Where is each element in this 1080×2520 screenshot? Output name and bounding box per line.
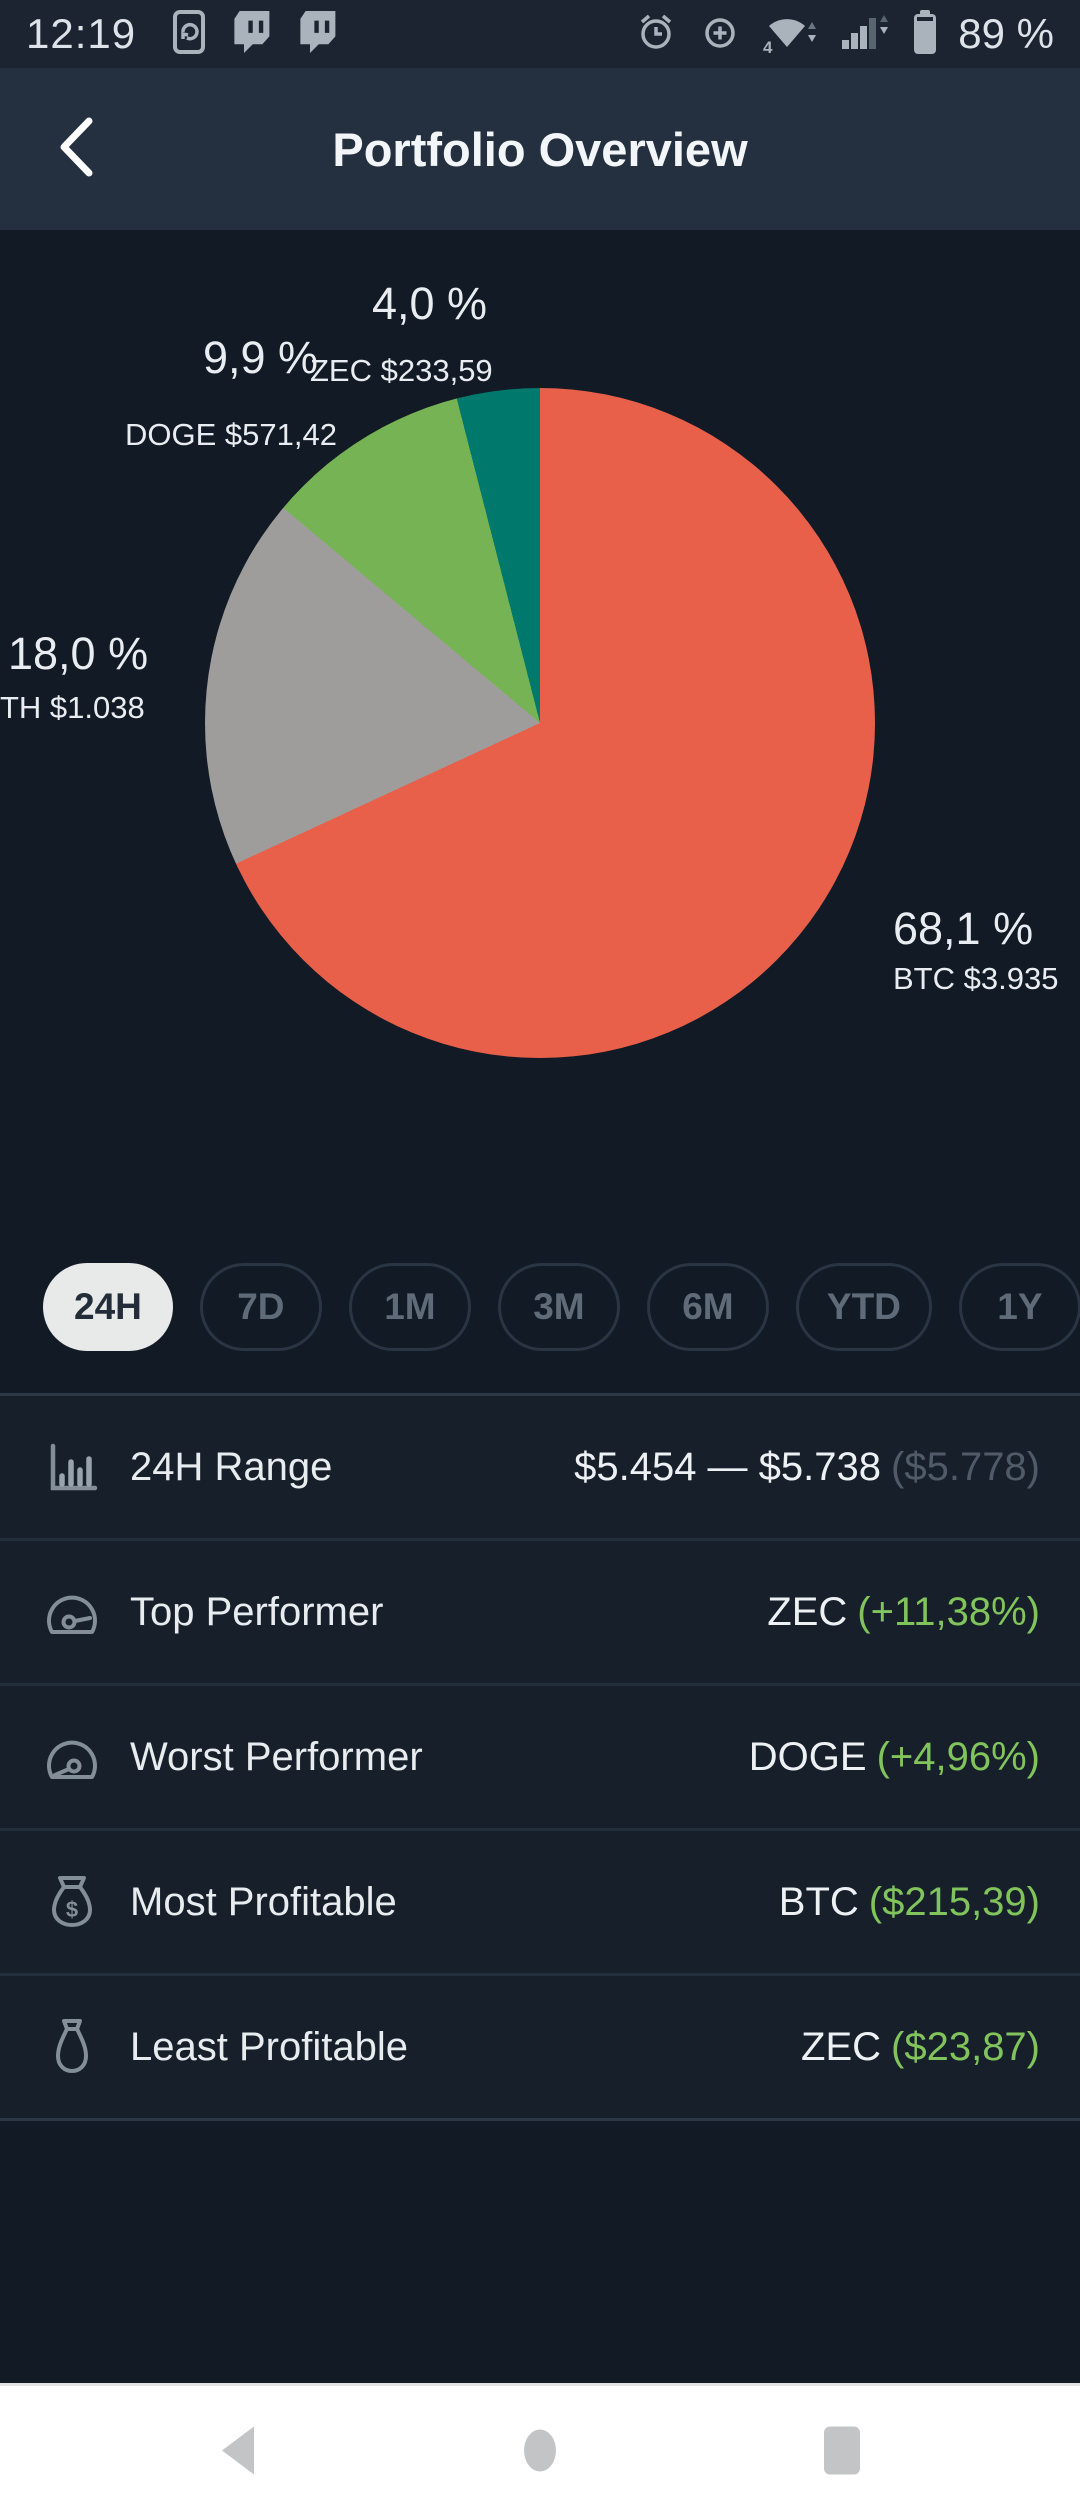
bar-chart-icon	[50, 1443, 98, 1491]
status-bar: 12:19 4	[0, 0, 1080, 68]
pie-label-doge-percent: 9,9 %	[203, 332, 319, 383]
pie-label-btc-percent: 68,1 %	[893, 903, 1034, 954]
stat-row-worst-performer: Worst Performer DOGE (+4,96%)	[0, 1686, 1080, 1831]
cell-signal-icon	[838, 9, 892, 60]
pie-label-eth-value: TH $1.038	[0, 690, 145, 725]
stat-value: $5.454 — $5.738 ($5.778)	[574, 1444, 1040, 1489]
screen-rotation-icon	[172, 9, 206, 60]
stat-value-secondary: ($5.778)	[891, 1444, 1040, 1489]
stat-value: DOGE (+4,96%)	[748, 1734, 1040, 1779]
back-button[interactable]	[22, 68, 132, 230]
svg-text:4: 4	[763, 38, 773, 55]
money-bag-icon	[56, 2019, 88, 2073]
time-range-chip-6m[interactable]: 6M	[646, 1263, 769, 1351]
stat-value-change: (+11,38%)	[857, 1589, 1040, 1634]
stat-label: Worst Performer	[130, 1734, 423, 1779]
stat-row-least-profitable: Least Profitable ZEC ($23,87)	[0, 1976, 1080, 2118]
wifi-4-icon: 4	[762, 9, 818, 60]
money-bag-dollar-icon: $	[52, 1876, 92, 1927]
stat-value: ZEC ($23,87)	[801, 2024, 1040, 2069]
pie-label-zec-value: ZEC $233,59	[310, 353, 493, 388]
stat-label: 24H Range	[130, 1444, 333, 1489]
time-range-chip-ytd[interactable]: YTD	[795, 1263, 932, 1351]
svg-text:$: $	[66, 1897, 78, 1922]
stat-row-top-performer: Top Performer ZEC (+11,38%)	[0, 1541, 1080, 1686]
twitch-icon	[230, 9, 272, 60]
chevron-left-icon	[53, 114, 101, 185]
stat-row-24h-range: 24H Range $5.454 — $5.738 ($5.778)	[0, 1396, 1080, 1541]
data-saver-icon	[698, 10, 742, 59]
stat-label: Least Profitable	[130, 2024, 408, 2069]
pie-label-zec-percent: 4,0 %	[372, 278, 488, 329]
time-range-chip-1m[interactable]: 1M	[348, 1263, 471, 1351]
clock-text: 12:19	[26, 10, 137, 57]
time-range-chip-3m[interactable]: 3M	[497, 1263, 620, 1351]
page-title: Portfolio Overview	[332, 122, 748, 176]
pie-label-eth-percent: 18,0 %	[8, 628, 149, 679]
nav-home-button[interactable]	[518, 2423, 562, 2484]
gauge-high-icon	[47, 1595, 97, 1634]
pie-label-doge-value: DOGE $571,42	[125, 417, 337, 452]
stat-row-most-profitable: $ Most Profitable BTC ($215,39)	[0, 1831, 1080, 1976]
stat-value-change: ($215,39)	[868, 1879, 1040, 1924]
alarm-icon	[634, 10, 678, 59]
android-nav-bar	[0, 2383, 1080, 2520]
twitch-icon	[296, 9, 338, 60]
gauge-low-icon	[47, 1740, 97, 1779]
time-range-chip-7d[interactable]: 7D	[199, 1263, 322, 1351]
time-range-chip-24h[interactable]: 24H	[43, 1263, 173, 1351]
system-status-icons: 4 89 %	[634, 8, 1054, 61]
stat-label: Most Profitable	[130, 1879, 397, 1924]
nav-recents-button[interactable]	[820, 2423, 864, 2484]
stat-label: Top Performer	[130, 1589, 384, 1634]
pie-label-btc-value: BTC $3.935	[893, 961, 1059, 996]
stat-value: BTC ($215,39)	[778, 1879, 1040, 1924]
notification-icons	[172, 9, 338, 60]
pie-chart	[205, 388, 875, 1058]
stat-value-change: (+4,96%)	[876, 1734, 1040, 1779]
battery-percent-text: 89 %	[958, 10, 1054, 57]
battery-icon	[912, 8, 938, 61]
stat-value-change: ($23,87)	[891, 2024, 1040, 2069]
stat-value: ZEC (+11,38%)	[767, 1589, 1040, 1634]
time-range-chip-1y[interactable]: 1Y	[958, 1263, 1080, 1351]
app-header: Portfolio Overview	[0, 68, 1080, 230]
nav-back-button[interactable]	[218, 2425, 258, 2482]
time-range-selector: 24H 7D 1M 3M 6M YTD 1Y	[43, 1263, 1080, 1351]
stats-list: 24H Range $5.454 — $5.738 ($5.778) Top Pe…	[0, 1393, 1080, 2121]
